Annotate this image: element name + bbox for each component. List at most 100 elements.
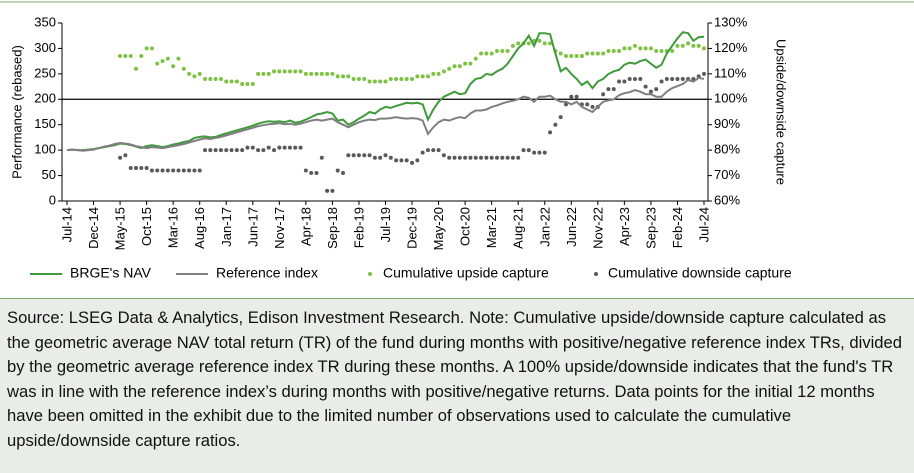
- capture-dot: [118, 54, 123, 59]
- capture-dot: [123, 54, 128, 59]
- capture-dot: [218, 76, 223, 81]
- capture-dot: [240, 148, 245, 153]
- capture-dot: [590, 104, 595, 109]
- x-tick-label: Jul-24: [697, 207, 712, 242]
- capture-dot: [266, 145, 271, 150]
- capture-dot: [394, 158, 399, 163]
- capture-dot: [463, 155, 468, 160]
- capture-dot: [516, 41, 521, 46]
- y2-tick-label: 70%: [714, 167, 740, 182]
- capture-dot: [585, 51, 590, 56]
- capture-dot: [654, 87, 659, 92]
- capture-dot: [261, 148, 266, 153]
- capture-dot: [351, 76, 356, 81]
- capture-dot: [277, 145, 282, 150]
- capture-dot: [696, 43, 701, 48]
- capture-dot: [165, 168, 170, 173]
- capture-dot: [240, 82, 245, 87]
- capture-dot: [287, 145, 292, 150]
- capture-dot: [569, 94, 574, 99]
- capture-dot: [574, 94, 579, 99]
- capture-dot: [319, 71, 324, 76]
- capture-dot: [383, 153, 388, 158]
- y2-tick-label: 80%: [714, 142, 740, 157]
- y2-axis-title: Upside/downside capture: [774, 39, 789, 185]
- capture-dot: [208, 76, 213, 81]
- capture-dot: [155, 61, 160, 66]
- capture-dot: [505, 155, 510, 160]
- capture-dot: [303, 168, 308, 173]
- capture-dot: [341, 74, 346, 79]
- capture-dot: [579, 54, 584, 59]
- capture-dot: [176, 168, 181, 173]
- capture-dot: [702, 71, 706, 76]
- capture-dot: [659, 48, 664, 53]
- capture-dot: [494, 48, 499, 53]
- capture-dot: [298, 69, 303, 74]
- capture-dot: [563, 54, 568, 59]
- capture-dot: [309, 71, 314, 76]
- capture-dot: [277, 69, 282, 74]
- capture-dot: [319, 155, 324, 160]
- capture-dot: [192, 168, 197, 173]
- capture-dot: [128, 54, 133, 59]
- capture-dot: [234, 79, 239, 84]
- x-tick-label: Aug-16: [192, 207, 207, 249]
- capture-dot: [606, 48, 611, 53]
- capture-dot: [595, 51, 600, 56]
- capture-dot: [272, 148, 277, 153]
- capture-dot: [468, 155, 473, 160]
- capture-dot: [410, 160, 415, 165]
- capture-dot: [128, 165, 133, 170]
- y2-tick-label: 120%: [714, 40, 748, 55]
- capture-dot: [229, 79, 234, 84]
- capture-dot: [256, 71, 261, 76]
- capture-dot: [680, 43, 685, 48]
- capture-dot: [585, 102, 590, 107]
- capture-dot: [404, 76, 409, 81]
- capture-dot: [346, 153, 351, 158]
- capture-dot: [330, 71, 335, 76]
- capture-dot: [203, 148, 208, 153]
- capture-dot: [457, 155, 462, 160]
- capture-dot: [638, 76, 643, 81]
- x-tick-label: May-15: [113, 207, 128, 250]
- x-tick-label: Jul-14: [60, 207, 75, 242]
- capture-dot: [537, 38, 542, 43]
- capture-dot: [553, 122, 558, 127]
- capture-dot: [245, 82, 250, 87]
- capture-dot: [537, 150, 542, 155]
- capture-dot: [149, 46, 154, 51]
- capture-dot: [181, 168, 186, 173]
- capture-dot: [510, 155, 515, 160]
- x-tick-label: Nov-17: [272, 207, 287, 249]
- y-tick-label: 200: [34, 91, 56, 106]
- capture-dot: [548, 130, 553, 135]
- y2-tick-label: 90%: [714, 116, 740, 131]
- capture-dot: [500, 48, 505, 53]
- capture-dot: [176, 56, 181, 61]
- capture-dot: [378, 155, 383, 160]
- capture-dot: [420, 74, 425, 79]
- capture-dot: [601, 92, 606, 97]
- capture-dot: [675, 76, 680, 81]
- capture-dot: [691, 43, 696, 48]
- y2-tick-label: 60%: [714, 192, 740, 207]
- y-tick-label: 150: [34, 116, 56, 131]
- capture-dot: [351, 153, 356, 158]
- capture-dot: [479, 51, 484, 56]
- legend-swatch: [594, 272, 598, 276]
- capture-dot: [372, 79, 377, 84]
- y-tick-label: 300: [34, 40, 56, 55]
- y-axis-title: Performance (rebased): [9, 45, 24, 179]
- capture-dot: [378, 79, 383, 84]
- capture-dot: [314, 71, 319, 76]
- capture-dot: [436, 148, 441, 153]
- capture-dot: [542, 150, 547, 155]
- capture-dot: [473, 155, 478, 160]
- capture-dot: [367, 79, 372, 84]
- x-tick-label: Jan-17: [219, 207, 234, 247]
- capture-dot: [224, 79, 229, 84]
- y2-tick-label: 100%: [714, 91, 748, 106]
